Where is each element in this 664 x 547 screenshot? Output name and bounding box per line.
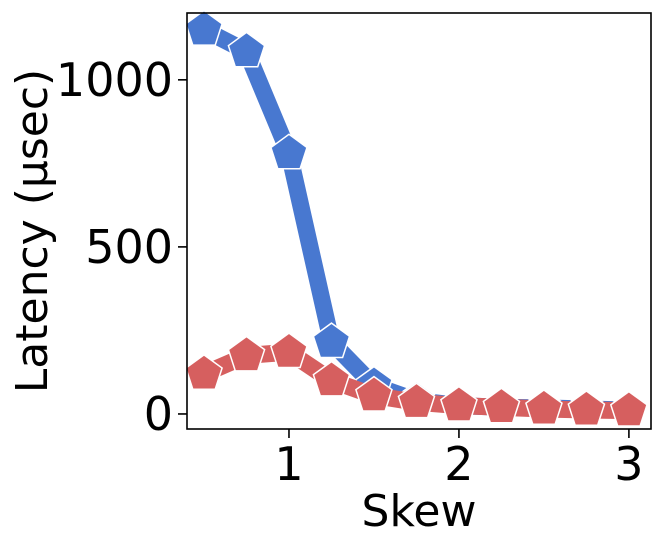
series-layer xyxy=(185,9,648,427)
series-2-point xyxy=(482,387,521,424)
series-2-point xyxy=(567,390,606,427)
y-axis-label: Latency (μsec) xyxy=(7,69,58,393)
y-tick-label: 1000 xyxy=(56,53,173,107)
series-2-point xyxy=(312,360,351,397)
series-1-point xyxy=(227,31,266,68)
series-2-point xyxy=(185,353,223,390)
ticks-layer: 1 2 3 0 500 1000 xyxy=(56,53,644,491)
y-tick-label: 500 xyxy=(85,220,173,274)
y-tick-label: 0 xyxy=(144,387,173,441)
x-tick-label: 2 xyxy=(444,437,473,491)
series-2-point xyxy=(397,382,436,419)
series-2-point xyxy=(440,385,478,422)
plot-frame xyxy=(186,12,652,430)
series-2 xyxy=(185,332,648,427)
series-2-point xyxy=(227,335,266,372)
series-2-point xyxy=(609,390,648,427)
series-2-point xyxy=(355,375,393,412)
series-1-point xyxy=(270,133,308,170)
x-tick-label: 3 xyxy=(614,437,643,491)
series-2-point xyxy=(270,332,308,369)
series-1-point xyxy=(185,9,223,46)
series-1-point xyxy=(312,322,351,359)
x-axis-label: Skew xyxy=(362,486,477,537)
x-tick-label: 1 xyxy=(274,437,303,491)
series-2-point xyxy=(525,389,563,426)
